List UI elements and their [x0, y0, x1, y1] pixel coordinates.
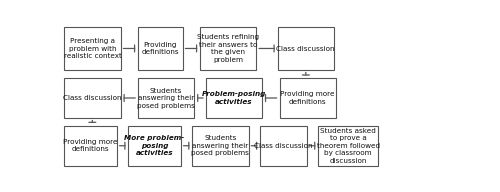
Text: Students
answering their
posed problems: Students answering their posed problems — [137, 88, 195, 108]
Text: Class discussion: Class discussion — [64, 95, 122, 101]
Text: Class discussion: Class discussion — [276, 46, 335, 51]
FancyBboxPatch shape — [64, 126, 117, 166]
FancyBboxPatch shape — [64, 79, 120, 118]
Text: Problem-posing
activities: Problem-posing activities — [202, 91, 266, 105]
FancyBboxPatch shape — [318, 126, 378, 166]
FancyBboxPatch shape — [138, 79, 194, 118]
FancyBboxPatch shape — [206, 79, 262, 118]
Text: Class discussion: Class discussion — [254, 143, 312, 149]
FancyBboxPatch shape — [192, 126, 248, 166]
Text: Students asked
to prove a
theorem followed
by classroom
discussion: Students asked to prove a theorem follow… — [316, 128, 380, 164]
Text: Presenting a
problem with
realistic context: Presenting a problem with realistic cont… — [64, 38, 122, 59]
FancyBboxPatch shape — [278, 27, 334, 70]
Text: Students refining
their answers to
the given
problem: Students refining their answers to the g… — [197, 34, 259, 63]
FancyBboxPatch shape — [138, 27, 182, 70]
FancyBboxPatch shape — [64, 27, 120, 70]
FancyBboxPatch shape — [128, 126, 180, 166]
FancyBboxPatch shape — [260, 126, 306, 166]
FancyBboxPatch shape — [280, 79, 336, 118]
Text: Students
answering their
posed problems: Students answering their posed problems — [192, 135, 250, 156]
Text: More problem-
posing
activities: More problem- posing activities — [124, 135, 184, 156]
Text: Providing more
definitions: Providing more definitions — [64, 139, 118, 152]
FancyBboxPatch shape — [200, 27, 256, 70]
Text: Providing more
definitions: Providing more definitions — [280, 91, 335, 105]
Text: Providing
definitions: Providing definitions — [142, 42, 179, 55]
